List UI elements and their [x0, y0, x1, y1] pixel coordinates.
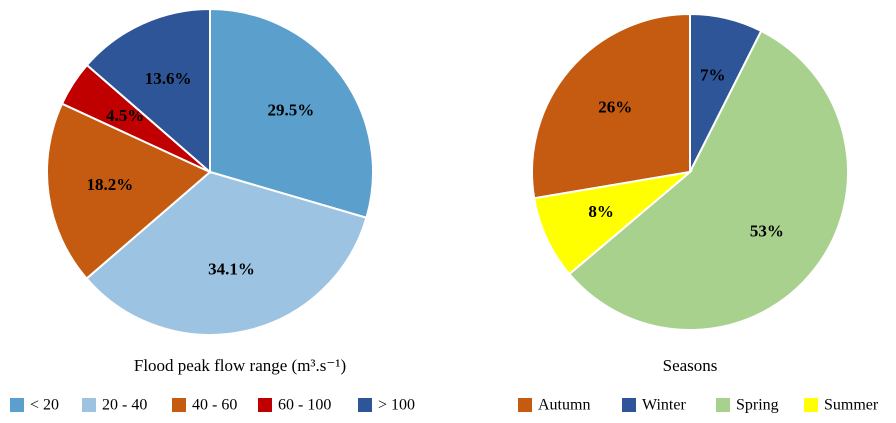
pie-slice	[85, 7, 211, 175]
legend-swatch	[518, 398, 532, 412]
legend-swatch	[10, 398, 24, 412]
legend-label: 40 - 60	[192, 397, 237, 414]
legend-swatch	[258, 398, 272, 412]
data-label: 8%	[588, 202, 614, 221]
legend-swatch	[358, 398, 372, 412]
data-label: 53%	[750, 222, 784, 241]
pie-slice	[85, 170, 368, 336]
pie-slice	[46, 102, 212, 280]
legend-label: 20 - 40	[102, 397, 147, 414]
chart-title: Flood peak flow range (m³.s⁻¹)	[134, 356, 346, 375]
legend-swatch	[804, 398, 818, 412]
data-label: 26%	[598, 98, 632, 117]
pie-slice	[209, 7, 374, 220]
pie-slice	[567, 29, 849, 331]
legend-label: Winter	[642, 397, 686, 414]
legend-label: Summer	[824, 397, 879, 414]
data-label: 13.6%	[145, 69, 192, 88]
pie-slice	[533, 170, 694, 276]
legend-swatch	[82, 398, 96, 412]
legend-swatch	[622, 398, 636, 412]
legend-swatch	[172, 398, 186, 412]
legend-label: Spring	[736, 397, 779, 414]
chart-title: Seasons	[663, 356, 718, 375]
legend-label: > 100	[378, 397, 415, 414]
legend-label: 60 - 100	[278, 397, 331, 414]
data-label: 18.2%	[87, 175, 134, 194]
legend-swatch	[716, 398, 730, 412]
data-label: 7%	[700, 66, 726, 85]
data-label: 29.5%	[267, 100, 314, 119]
pie-slice	[531, 12, 691, 200]
legend-label: Autumn	[538, 397, 590, 414]
legend-label: < 20	[30, 397, 59, 414]
data-label: 34.1%	[208, 260, 255, 279]
data-label: 4.5%	[106, 106, 144, 125]
